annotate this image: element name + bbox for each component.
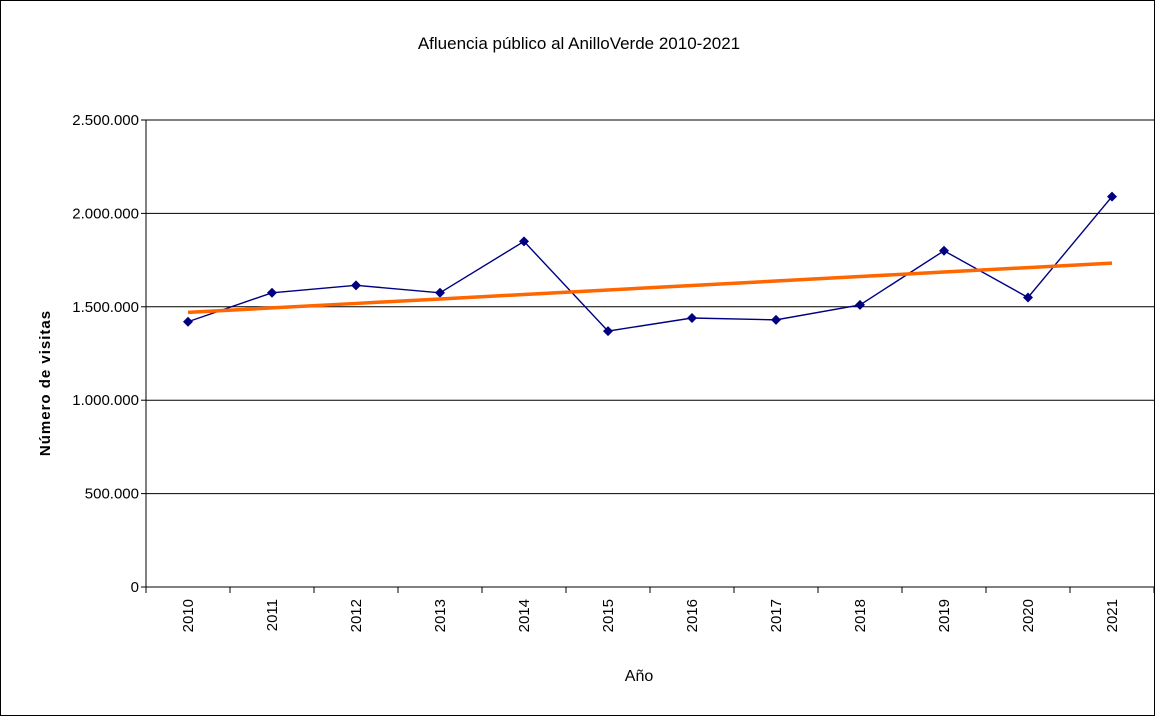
x-tick-label: 2015	[600, 599, 617, 632]
data-point-marker	[1023, 292, 1033, 303]
x-tick-label: 2021	[1104, 599, 1121, 632]
x-tick-label: 2011	[264, 599, 281, 631]
x-tick-label: 2016	[684, 599, 701, 632]
y-tick-label: 1.000.000	[72, 392, 139, 409]
tick-labels: 0 500.000 1.000.000 1.500.000 2.000.000 2.500…	[72, 112, 1121, 632]
data-point-marker	[519, 236, 529, 247]
x-axis-label: Año	[625, 668, 654, 685]
data-point-marker	[687, 313, 697, 324]
y-tick-label: 1.500.000	[72, 299, 139, 316]
data-point-marker	[771, 314, 781, 325]
trendline	[187, 261, 1113, 315]
y-axis-label: Número de visitas	[37, 310, 54, 456]
y-tick-label: 2.500.000	[72, 112, 139, 129]
data-point-marker	[435, 287, 445, 298]
x-tick-label: 2014	[516, 599, 533, 632]
x-tick-label: 2012	[348, 599, 365, 632]
x-tick-label: 2013	[432, 599, 449, 632]
x-tick-label: 2019	[936, 599, 953, 632]
y-tick-label: 0	[131, 579, 139, 596]
x-tick-label: 2010	[180, 599, 197, 632]
y-tick-label: 500.000	[85, 486, 139, 503]
data-point-marker	[183, 316, 193, 327]
axes	[141, 119, 1155, 593]
data-point-marker	[939, 245, 949, 256]
data-point-marker	[267, 287, 277, 298]
x-tick-label: 2018	[852, 599, 869, 632]
data-point-marker	[351, 280, 361, 291]
series-line	[187, 196, 1113, 332]
series-layer	[183, 191, 1117, 337]
x-tick-label: 2017	[768, 599, 785, 632]
data-point-marker	[855, 299, 865, 310]
x-tick-label: 2020	[1020, 599, 1037, 632]
chart-title: Afluencia público al AnilloVerde 2010-20…	[418, 34, 740, 53]
data-point-marker	[603, 326, 613, 337]
y-tick-label: 2.000.000	[72, 205, 139, 222]
data-point-marker	[1107, 191, 1117, 202]
